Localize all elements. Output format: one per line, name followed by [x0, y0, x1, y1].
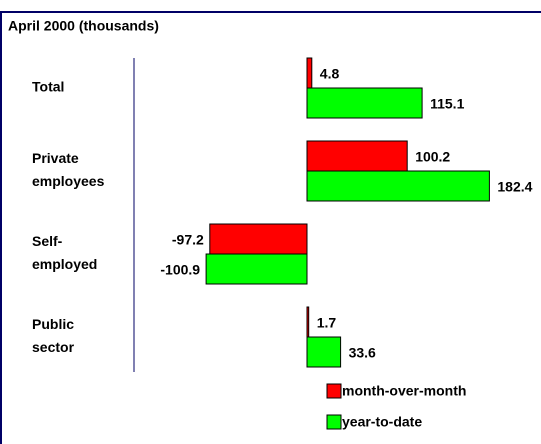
value-label: 115.1 [430, 96, 464, 112]
chart-subtitle: April 2000 (thousands) [8, 18, 159, 34]
bar [306, 306, 310, 338]
category-label: Public [32, 316, 74, 332]
value-label: 182.4 [497, 179, 532, 195]
value-label: -97.2 [172, 232, 204, 248]
bar [306, 87, 423, 119]
category-label: employed [32, 256, 97, 272]
category-label: employees [32, 173, 105, 189]
legend-swatch [326, 414, 342, 430]
value-label: 1.7 [317, 315, 337, 331]
value-label: 100.2 [415, 149, 450, 165]
value-label: 33.6 [349, 345, 376, 361]
bar [306, 336, 342, 368]
category-label: Self- [32, 233, 63, 249]
legend-label: month-over-month [342, 383, 466, 399]
bar [306, 140, 408, 172]
value-label: -100.9 [160, 262, 200, 278]
legend-label: year-to-date [342, 414, 422, 430]
bar [205, 253, 308, 285]
category-label: sector [32, 339, 75, 355]
category-label: Private [32, 150, 79, 166]
bar [209, 223, 308, 255]
category-label: Total [32, 79, 64, 95]
bar [306, 170, 490, 202]
value-label: 4.8 [320, 66, 340, 82]
bar [306, 57, 313, 89]
legend-swatch [326, 383, 342, 399]
